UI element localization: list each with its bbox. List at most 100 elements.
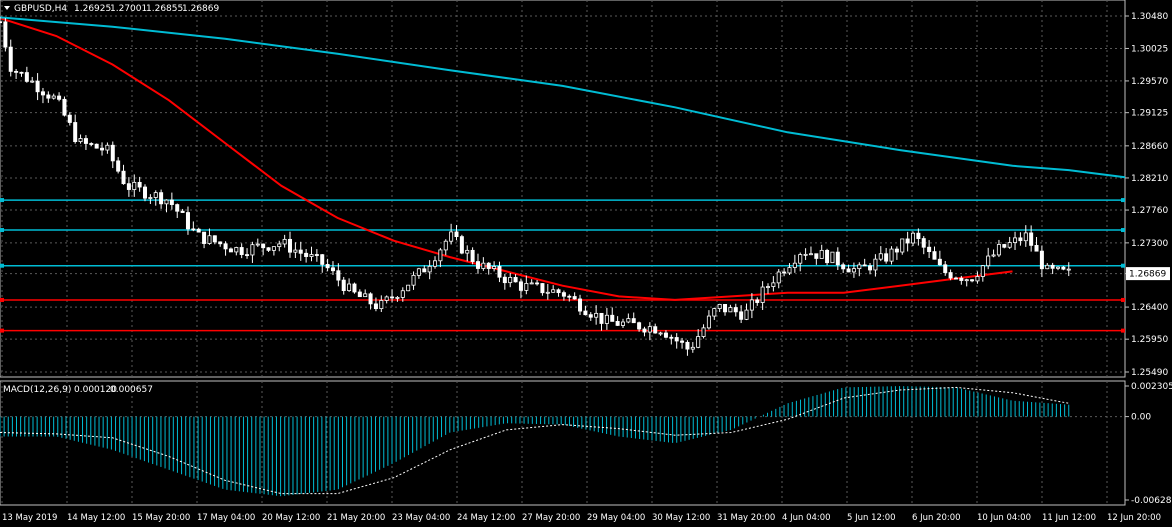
level-handle[interactable] <box>1121 297 1125 302</box>
candle <box>212 235 217 245</box>
candle <box>916 228 921 246</box>
candle-body-up <box>878 253 883 260</box>
candle-body-down <box>46 94 51 99</box>
candle <box>588 312 593 321</box>
candle-body-down <box>94 143 99 149</box>
candle <box>1056 266 1061 271</box>
candle <box>690 342 695 353</box>
candle <box>889 246 894 265</box>
candle <box>481 257 486 271</box>
candle <box>35 73 40 101</box>
y-axis-labels: 1.30480 1.30025 1.29570 1.29125 1.28660 1.282… <box>1125 12 1172 506</box>
candle-body-up <box>830 251 835 264</box>
candle <box>669 334 674 345</box>
candle <box>438 247 443 268</box>
candle-body-down <box>685 341 690 350</box>
candle-body-down <box>116 160 121 172</box>
candle <box>717 303 722 312</box>
candle <box>583 305 588 316</box>
candle <box>1050 262 1055 275</box>
candle-body-up <box>271 246 276 251</box>
candle <box>1002 243 1007 249</box>
candle-body-down <box>320 254 325 265</box>
candle <box>620 318 625 328</box>
y-tick-label: 1.29125 <box>1131 109 1168 119</box>
candle-body-down <box>615 321 620 326</box>
candle-body-down <box>846 268 851 273</box>
level-handle[interactable] <box>1121 263 1125 268</box>
candle <box>223 241 228 256</box>
candle <box>116 157 121 174</box>
candle-body-up <box>776 271 781 284</box>
candle <box>663 330 668 339</box>
level-handle[interactable] <box>1121 198 1125 203</box>
x-tick-label: 21 May 20:00 <box>327 513 385 523</box>
candle <box>180 208 185 213</box>
candle <box>959 275 964 285</box>
candle-body-down <box>373 303 378 310</box>
candle-body-down <box>1039 250 1044 270</box>
candle <box>696 329 701 349</box>
x-axis-labels: 13 May 2019 14 May 12:00 15 May 20:00 17 Ma… <box>2 513 1161 523</box>
candle <box>159 189 164 209</box>
candle-body-down <box>567 295 572 298</box>
candle-body-down <box>0 21 3 24</box>
level-handle[interactable] <box>0 198 4 203</box>
candle-body-up <box>379 300 384 310</box>
candle-body-down <box>390 296 395 299</box>
y-tick-label: 1.25950 <box>1131 335 1168 345</box>
candle-body-up <box>551 289 556 293</box>
candle-body-down <box>83 138 88 144</box>
candle-body-up <box>443 240 448 251</box>
candle <box>277 240 282 252</box>
candle-body-up <box>604 314 609 324</box>
candle-body-up <box>309 254 314 257</box>
candle-body-down <box>970 279 975 282</box>
candle-body-up <box>594 312 599 318</box>
main-panel[interactable] <box>0 0 1126 378</box>
macd-signal-value: 0.000657 <box>110 385 153 395</box>
candle-body-up <box>658 332 663 335</box>
candle <box>486 262 491 275</box>
level-handle[interactable] <box>1121 228 1125 233</box>
level-handle[interactable] <box>0 228 4 233</box>
candle-body-down <box>927 246 932 253</box>
candle <box>416 267 421 279</box>
candle-body-down <box>336 270 341 281</box>
candle <box>0 16 3 24</box>
candle <box>395 296 400 302</box>
macd-panel[interactable] <box>0 380 1126 506</box>
candle <box>1007 236 1012 249</box>
candle-body-down <box>948 272 953 279</box>
candle <box>782 268 787 277</box>
x-tick-label: 31 May 20:00 <box>717 513 775 523</box>
candle <box>293 242 298 258</box>
candle <box>599 312 604 331</box>
candle-body-down <box>288 238 293 253</box>
x-tick-label: 12 Jun 20:00 <box>1107 513 1161 523</box>
moving-average-line <box>0 16 1126 179</box>
candle <box>572 292 577 300</box>
level-handle[interactable] <box>1121 328 1125 333</box>
level-handle[interactable] <box>0 263 4 268</box>
candle <box>943 260 948 276</box>
candle-body-down <box>175 204 180 212</box>
candle-body-up <box>1066 268 1071 271</box>
candle-body-up <box>132 181 137 190</box>
candle <box>535 279 540 286</box>
candle <box>422 265 427 273</box>
candle-body-down <box>894 248 899 253</box>
candle <box>352 282 357 294</box>
dropdown-triangle-icon[interactable] <box>4 6 10 10</box>
candle <box>868 263 873 275</box>
candle-body-down <box>212 235 217 243</box>
candle <box>857 262 862 277</box>
level-handle[interactable] <box>0 297 4 302</box>
candle-body-up <box>857 264 862 270</box>
level-handle[interactable] <box>0 328 4 333</box>
candle-body-down <box>723 304 728 313</box>
candle <box>626 313 631 324</box>
candle <box>51 93 56 100</box>
candle <box>40 87 45 104</box>
